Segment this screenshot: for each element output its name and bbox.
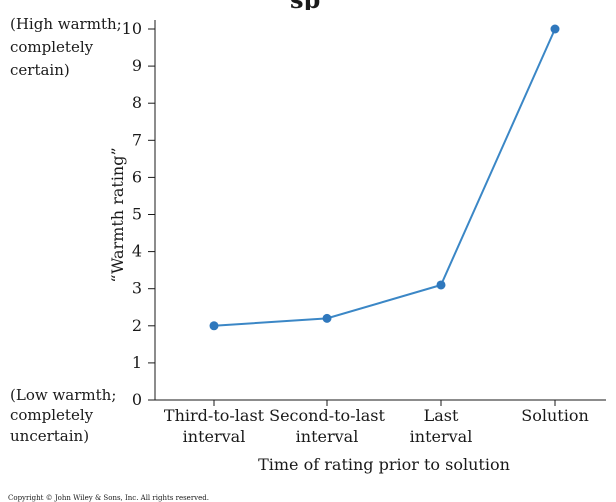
x-category-label: interval [410, 427, 473, 446]
low-warmth-note: (Low warmth; completely uncertain) [10, 386, 116, 445]
y-tick-label: 0 [132, 390, 142, 409]
x-category-label: interval [183, 427, 246, 446]
x-axis-title: Time of rating prior to solution [258, 455, 510, 474]
y-tick-label: 5 [132, 205, 142, 224]
low-warmth-line-1: (Low warmth; [10, 386, 116, 404]
data-point [550, 24, 560, 34]
y-tick-label: 8 [132, 93, 142, 112]
series-layer [209, 24, 560, 331]
y-tick-label: 3 [132, 279, 142, 298]
data-point [322, 313, 332, 323]
high-warmth-line-3: certain) [10, 61, 70, 79]
data-point [436, 280, 446, 290]
data-point [209, 321, 219, 331]
y-axis-title: “Warmth rating” [108, 147, 127, 282]
x-category-label: interval [296, 427, 359, 446]
copyright-notice: Copyright © John Wiley & Sons, Inc. All … [8, 494, 209, 502]
low-warmth-line-3: uncertain) [10, 427, 89, 445]
y-tick-label: 7 [132, 130, 142, 149]
y-tick-label: 10 [122, 19, 142, 38]
low-warmth-line-2: completely [10, 406, 94, 424]
y-axis-ticks: 0 1 2 3 4 5 6 7 8 9 10 [122, 19, 155, 409]
x-category-label: Third-to-last [164, 406, 265, 425]
y-tick-label: 1 [132, 353, 142, 372]
y-tick-label: 9 [132, 56, 142, 75]
x-category-label: Second-to-last [269, 406, 385, 425]
high-warmth-note: (High warmth; completely certain) [10, 15, 122, 79]
x-axis-ticks: Third-to-last interval Second-to-last inter… [164, 400, 589, 446]
y-tick-label: 4 [132, 242, 142, 261]
x-category-label: Solution [521, 406, 589, 425]
series-line [213, 28, 556, 327]
high-warmth-line-2: completely [10, 38, 94, 56]
x-category-label: Last [424, 406, 459, 425]
y-tick-label: 2 [132, 316, 142, 335]
cropped-title: sp [290, 0, 320, 14]
high-warmth-line-1: (High warmth; [10, 15, 122, 33]
y-tick-label: 6 [132, 167, 142, 186]
